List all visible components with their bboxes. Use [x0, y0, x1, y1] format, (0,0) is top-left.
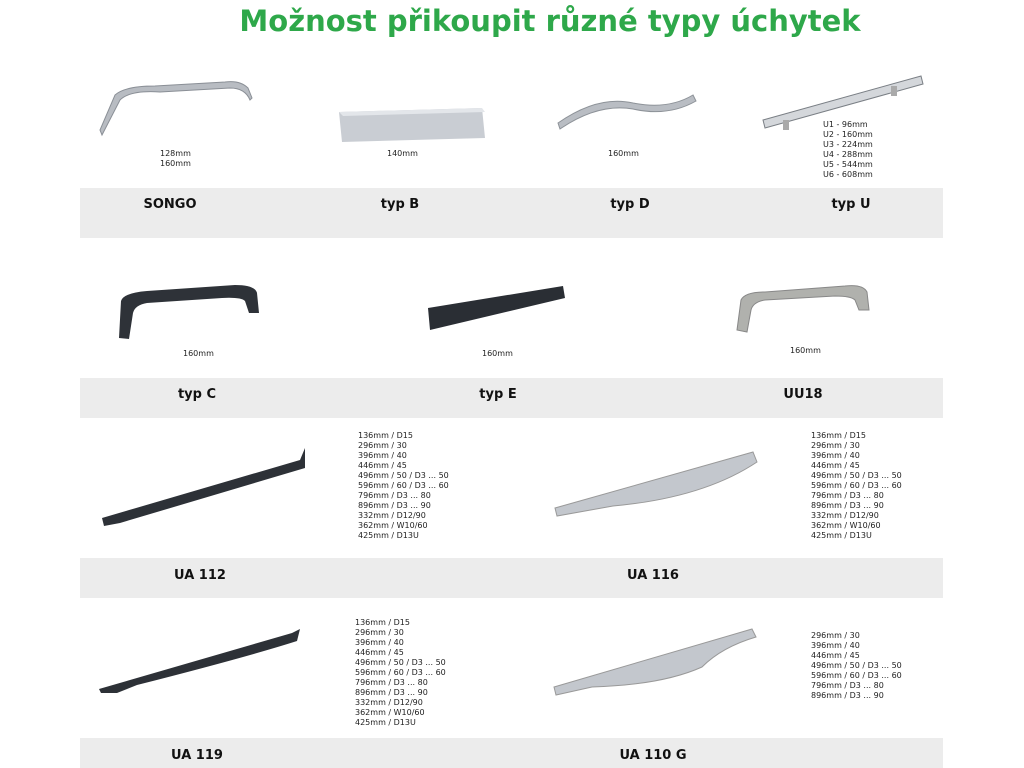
label-band-row-4 — [80, 738, 943, 768]
uu18-handle-image — [736, 285, 870, 333]
product-label-typ-d: typ D — [610, 197, 650, 212]
page-title: Možnost přikoupit různé typy úchytek — [239, 4, 861, 38]
typ-u-sizes: U1 - 96mm U2 - 160mm U3 - 224mm U4 - 288mm U… — [823, 120, 873, 179]
typ-e-sizes: 160mm — [482, 349, 513, 358]
ua-110g-sizes: 296mm / 30 396mm / 40 446mm / 45 496mm / 50… — [811, 631, 902, 700]
typ-b-sizes: 140mm — [387, 149, 418, 158]
product-label-typ-b: typ B — [380, 197, 420, 212]
ua-116-handle-image — [554, 451, 758, 517]
label-band-row-1 — [80, 188, 943, 238]
ua-119-handle-image — [99, 629, 300, 693]
product-label-typ-c: typ C — [177, 387, 217, 402]
ua-112-handle-image — [102, 448, 305, 526]
typ-c-handle-image — [119, 285, 259, 339]
songo-sizes: 128mm 160mm — [160, 149, 191, 168]
songo-handle-image — [99, 81, 253, 137]
ua-119-sizes: 136mm / D15 296mm / 30 396mm / 40 446mm / 4… — [355, 618, 446, 727]
ua-116-sizes: 136mm / D15 296mm / 30 396mm / 40 446mm / 4… — [811, 431, 902, 540]
product-label-ua-116: UA 116 — [627, 568, 679, 583]
product-label-ua-119: UA 119 — [171, 748, 223, 763]
ua-112-sizes: 136mm / D15 296mm / 30 396mm / 40 446mm / 4… — [358, 431, 449, 540]
product-label-songo: SONGO — [143, 197, 197, 212]
typ-b-handle-image — [339, 108, 485, 142]
typ-u-handle-image — [762, 75, 924, 130]
product-label-ua-110g: UA 110 G — [619, 748, 687, 763]
product-label-typ-e: typ E — [479, 387, 517, 402]
typ-d-handle-image — [557, 94, 697, 130]
typ-c-sizes: 160mm — [183, 349, 214, 358]
typ-d-sizes: 160mm — [608, 149, 639, 158]
product-label-uu18: UU18 — [783, 387, 823, 402]
label-band-row-3 — [80, 558, 943, 598]
typ-e-handle-image — [428, 286, 565, 330]
label-band-row-2 — [80, 378, 943, 418]
product-label-typ-u: typ U — [831, 197, 871, 212]
ua-110g-handle-image — [553, 628, 757, 696]
product-label-ua-112: UA 112 — [174, 568, 226, 583]
uu18-sizes: 160mm — [790, 346, 821, 355]
